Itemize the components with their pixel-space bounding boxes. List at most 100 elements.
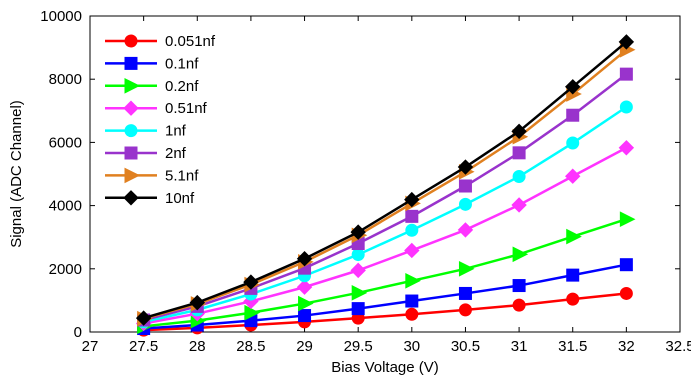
legend-marker <box>124 146 138 160</box>
data-point <box>458 286 472 300</box>
x-tick-label: 31 <box>511 338 528 355</box>
x-tick-label: 29 <box>296 338 313 355</box>
data-point <box>244 304 261 321</box>
legend-entry: 2nf <box>105 145 187 162</box>
data-point <box>458 260 475 277</box>
data-point <box>512 146 526 160</box>
legend-label: 2nf <box>165 145 187 162</box>
data-point <box>619 100 633 114</box>
legend-label: 0.51nf <box>165 100 208 117</box>
axis-ticks: 27 27.5 28 28.5 29 29.5 30 30.5 31 31.5 32 32.5 0 200… <box>40 8 691 355</box>
y-axis-title: Signal (ADC Channel) <box>8 100 25 248</box>
legend-label: 0.051nf <box>165 33 216 50</box>
data-point <box>405 223 419 237</box>
data-point <box>566 268 580 282</box>
legend-marker <box>124 34 138 48</box>
data-point <box>350 262 366 279</box>
legend-marker <box>123 190 139 206</box>
legend-entry: 0.2nf <box>105 78 199 95</box>
data-point <box>618 140 635 156</box>
y-tick-label: 10000 <box>40 8 82 25</box>
data-point <box>619 286 633 300</box>
data-point <box>619 258 633 272</box>
x-tick-label: 30.5 <box>451 338 480 355</box>
legend-marker <box>124 77 141 94</box>
legend-marker <box>124 56 138 70</box>
data-point <box>566 292 580 306</box>
data-point <box>458 197 472 211</box>
series-0.51nf <box>135 140 635 332</box>
data-point <box>243 274 259 290</box>
data-point <box>512 298 526 312</box>
data-point <box>619 67 633 81</box>
x-tick-label: 29.5 <box>344 338 373 355</box>
legend-entry: 0.1nf <box>105 55 199 72</box>
legend-entry: 1nf <box>105 123 187 140</box>
series-line <box>143 217 627 328</box>
data-point <box>135 310 152 326</box>
legend-marker <box>123 100 139 116</box>
series-line <box>143 292 627 332</box>
data-point <box>511 123 527 140</box>
legend-marker <box>124 124 138 138</box>
data-point <box>351 285 368 301</box>
data-point <box>512 246 529 263</box>
legend-entry: 10nf <box>105 190 195 207</box>
x-axis-title: Bias Voltage (V) <box>331 359 439 376</box>
data-point <box>405 307 419 321</box>
data-point <box>298 309 312 323</box>
data-point <box>404 191 420 208</box>
legend-marker <box>124 167 141 184</box>
data-point <box>457 222 474 238</box>
x-tick-label: 30 <box>403 338 420 355</box>
data-point <box>512 170 526 184</box>
data-point <box>565 79 581 95</box>
x-tick-label: 27 <box>82 338 99 355</box>
legend-label: 0.2nf <box>165 78 199 95</box>
legend-entry: 0.51nf <box>105 100 208 117</box>
x-tick-label: 32.5 <box>665 338 691 355</box>
data-point <box>566 136 580 150</box>
data-point <box>458 303 472 317</box>
series-line <box>143 48 628 320</box>
series-line <box>143 105 628 324</box>
data-point <box>618 34 635 50</box>
data-point <box>298 295 314 312</box>
x-tick-label: 32 <box>618 338 635 355</box>
legend: 0.051nf 0.1nf 0.2nf 0.51nf 1nf 2nf 5.1nf 10nf <box>105 33 216 207</box>
y-tick-label: 0 <box>74 324 82 341</box>
data-point <box>566 228 582 245</box>
data-point <box>189 294 205 311</box>
series-line <box>143 146 627 325</box>
data-point <box>351 248 365 262</box>
series-line <box>143 40 628 320</box>
series-line <box>143 263 627 330</box>
data-point <box>404 242 420 259</box>
x-tick-label: 31.5 <box>558 338 587 355</box>
series-line <box>143 73 628 322</box>
data-point <box>511 197 527 213</box>
data-point <box>350 224 366 240</box>
series-layer <box>135 34 636 337</box>
legend-label: 5.1nf <box>165 167 199 184</box>
legend-entry: 5.1nf <box>105 167 199 184</box>
x-tick-label: 28 <box>189 338 206 355</box>
data-point <box>566 108 580 122</box>
series-10nf <box>135 34 635 326</box>
data-point <box>405 272 421 289</box>
data-point <box>296 250 313 267</box>
data-point <box>565 168 581 184</box>
data-point <box>351 302 365 316</box>
data-point <box>296 279 313 295</box>
legend-label: 1nf <box>165 123 187 140</box>
y-tick-label: 8000 <box>49 71 82 88</box>
data-point <box>405 294 419 308</box>
plot-area <box>89 15 681 333</box>
y-tick-label: 6000 <box>49 134 82 151</box>
y-tick-label: 2000 <box>49 261 82 278</box>
x-tick-label: 27.5 <box>129 338 158 355</box>
data-point <box>405 209 419 223</box>
legend-entry: 0.051nf <box>105 33 216 50</box>
series-0.1nf <box>137 258 633 336</box>
